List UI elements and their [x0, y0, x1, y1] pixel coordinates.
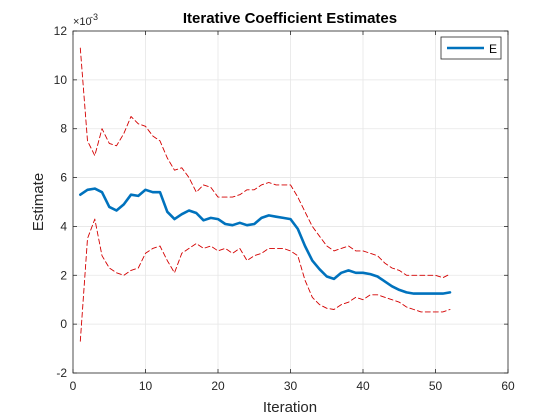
x-tick-label: 10: [139, 379, 153, 393]
y-axis-label: Estimate: [30, 173, 47, 231]
x-tick-label: 50: [429, 379, 443, 393]
y-tick-label: 12: [54, 24, 68, 38]
legend: E: [440, 36, 502, 60]
y-tick-label: 10: [54, 73, 68, 87]
x-tick-label: 0: [70, 379, 77, 393]
confidence-bound-line-1: [79, 47, 451, 279]
y-tick-label: 2: [60, 268, 67, 282]
chart-title: Iterative Coefficient Estimates: [183, 10, 397, 27]
y-tick-label: 6: [60, 171, 67, 185]
tick-marks: [72, 30, 509, 374]
series-layer: [79, 47, 452, 342]
x-tick-label: 30: [284, 379, 298, 393]
legend-label-e: E: [489, 42, 497, 56]
x-tick-label: 20: [211, 379, 225, 393]
y-tick-label: 4: [60, 219, 67, 233]
y-tick-label: 0: [60, 317, 67, 331]
x-tick-label: 60: [501, 379, 515, 393]
y-exponent-power: -3: [90, 12, 98, 22]
x-axis-label: Iteration: [263, 399, 317, 416]
series-line-e: [79, 187, 452, 295]
x-tick-label: 40: [356, 379, 370, 393]
confidence-bound-line-2: [79, 218, 451, 342]
y-tick-label: 8: [60, 122, 67, 136]
y-exponent-base: ×10: [73, 16, 92, 28]
y-tick-label: -2: [56, 366, 67, 380]
